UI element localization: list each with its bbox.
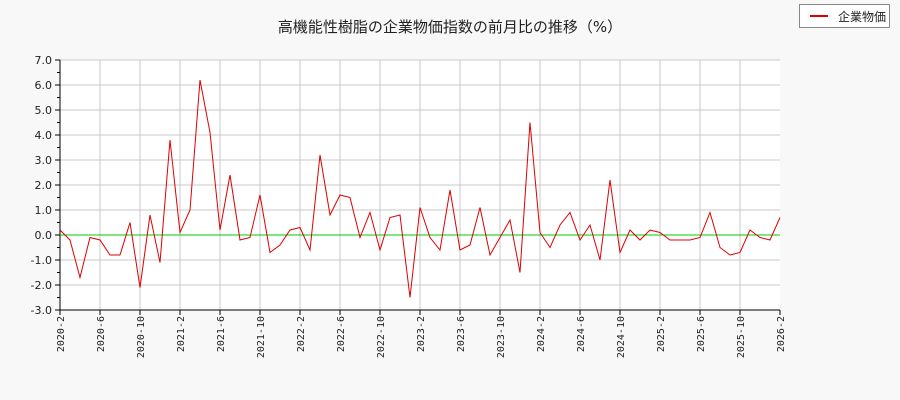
chart-title: 高機能性樹脂の企業物価指数の前月比の推移（%） (277, 18, 623, 36)
y-tick-label: 0.0 (35, 229, 53, 242)
x-tick-label: 2020-6 (96, 316, 107, 352)
y-tick-label: 4.0 (35, 129, 53, 142)
y-tick-label: -1.0 (31, 254, 52, 267)
y-tick-label: 7.0 (35, 54, 53, 67)
y-tick-label: 1.0 (35, 204, 53, 217)
legend-line-swatch (810, 15, 828, 17)
x-tick-label: 2020-2 (56, 316, 67, 352)
x-tick-label: 2021-2 (176, 316, 187, 352)
x-tick-label: 2020-10 (136, 316, 147, 358)
x-tick-label: 2023-6 (456, 316, 467, 352)
x-tick-label: 2021-6 (216, 316, 227, 352)
legend-label: 企業物価 (838, 9, 887, 24)
x-tick-label: 2021-10 (256, 316, 267, 358)
x-tick-label: 2024-6 (576, 316, 587, 352)
x-tick-label: 2025-6 (696, 316, 707, 352)
x-tick-label: 2022-10 (376, 316, 387, 358)
y-axis: -3.0 -2.0 -1.0 0.0 1.0 2.0 3.0 4.0 5.0 6.0 7.0 (31, 54, 61, 317)
y-tick-label: -2.0 (31, 279, 52, 292)
x-axis: 2020-2 2020-6 2020-10 2021-2 2021-6 2021-10 20… (56, 309, 787, 358)
y-tick-label: 2.0 (35, 179, 53, 192)
y-tick-label: -3.0 (31, 304, 52, 317)
x-tick-label: 2025-10 (736, 316, 747, 358)
x-tick-label: 2026-2 (776, 316, 787, 352)
x-tick-label: 2024-2 (536, 316, 547, 352)
x-tick-label: 2023-10 (496, 316, 507, 358)
y-tick-label: 3.0 (35, 154, 53, 167)
series-line-kigyo-bukka (59, 79, 781, 298)
x-tick-label: 2022-6 (336, 316, 347, 352)
x-tick-label: 2022-2 (296, 316, 307, 352)
legend: 企業物価 (799, 4, 890, 28)
x-tick-label: 2023-2 (416, 316, 427, 352)
x-tick-label: 2025-2 (656, 316, 667, 352)
y-tick-label: 6.0 (35, 79, 53, 92)
y-tick-label: 5.0 (35, 104, 53, 117)
x-tick-label: 2024-10 (616, 316, 627, 358)
